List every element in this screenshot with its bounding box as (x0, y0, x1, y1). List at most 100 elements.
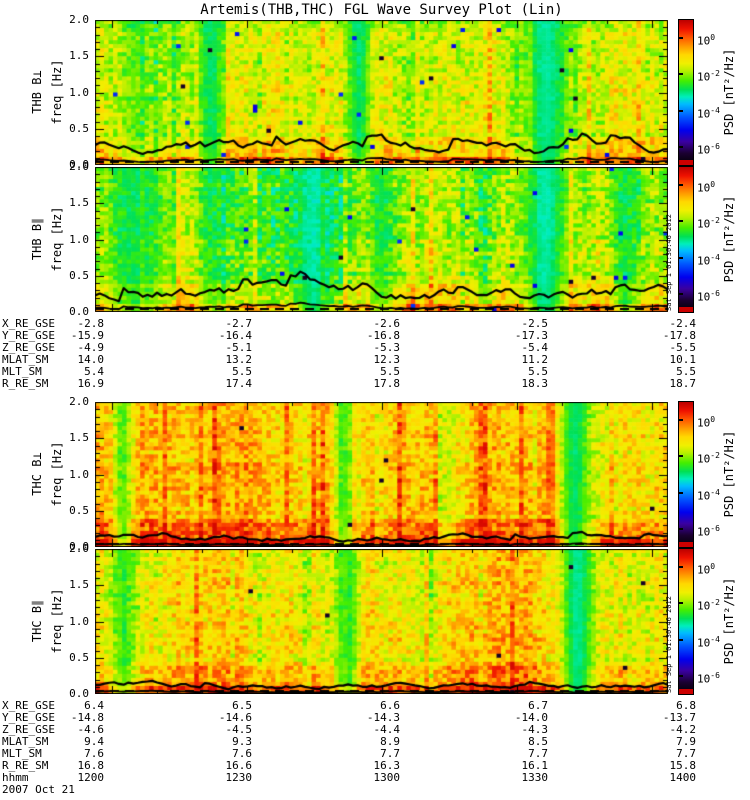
colorbar-tick-label: 10-6 (697, 670, 720, 686)
colorbar-exponent: -4 (710, 252, 720, 262)
annotation-row-label: X_RE_GSE (2, 699, 55, 712)
annotation-value: 1300 (373, 771, 401, 784)
yaxis-tick-label: 0.0 (69, 305, 89, 318)
creation-timestamp-1: Sat Sep 1 01:30:46 2012 (665, 214, 673, 311)
colorbar-tick-label: 10-6 (697, 523, 720, 539)
colorbar-tick (679, 491, 683, 494)
colorbar-tick (679, 256, 683, 259)
colorbar-tick-label: 10-6 (697, 288, 720, 304)
annotation-value: 5.5 (232, 365, 252, 378)
colorbar-tick (679, 638, 683, 641)
yaxis-tick-label: 0.0 (69, 540, 89, 553)
annotation-value: 7.9 (676, 735, 696, 748)
colorbar-tick-label: 10-2 (697, 69, 720, 85)
annotation-value: 8.9 (380, 735, 400, 748)
ephemeris-mid-row: R_RE_SM 16.9 17.4 17.8 18.3 18.7 (0, 378, 750, 390)
colorbar-exponent: -2 (710, 598, 720, 608)
annotation-value: -5.1 (225, 341, 253, 354)
panel-label-thc-bperp: THC B⊥ (30, 452, 44, 496)
colorbar-exponent: -4 (710, 105, 720, 115)
colorbar-tick (679, 184, 683, 187)
annotation-value: 16.1 (521, 759, 549, 772)
colorbar-tick-label: 10-4 (697, 105, 720, 121)
annotation-value: 16.9 (77, 377, 105, 390)
annotation-value: 1230 (225, 771, 253, 784)
yaxis-tick-label: 0.5 (69, 121, 89, 135)
date-label: 2007 Oct 21 (2, 783, 75, 796)
annotation-value: 15.8 (669, 759, 697, 772)
annotation-value: -16.4 (218, 329, 252, 342)
yaxis-tick-label: 2.0 (69, 542, 89, 555)
colorbar-tick (679, 220, 683, 223)
colorbar-label-4: PSD [nT²/Hz] (722, 577, 736, 665)
yaxis-tick-label: 1.5 (69, 196, 89, 210)
ephemeris-mid-row: X_RE_GSE -2.8 -2.7 -2.6 -2.5 -2.4 (0, 318, 750, 330)
annotation-row-label: MLT_SM (2, 365, 42, 378)
annotation-value: 9.4 (84, 735, 104, 748)
annotation-value: -15.9 (70, 329, 104, 342)
spectrogram-panel-thb-bpar (95, 167, 668, 312)
colorbar-exponent: -6 (710, 141, 720, 151)
annotation-row-label: MLAT_SM (2, 735, 49, 748)
annotation-row-label: R_RE_SM (2, 759, 49, 772)
panel-label-thb-bperp: THB B⊥ (30, 70, 44, 114)
annotation-value: -14.8 (70, 711, 104, 724)
annotation-value: 7.7 (676, 747, 696, 760)
yaxis-tick-label: 2.0 (69, 13, 89, 26)
annotation-value: 14.0 (77, 353, 105, 366)
annotation-value: 8.5 (528, 735, 548, 748)
annotation-value: 16.6 (225, 759, 253, 772)
annotation-value: 17.8 (373, 377, 401, 390)
annotation-value: 5.5 (676, 365, 696, 378)
spectrogram-panel-thb-bperp (95, 20, 668, 165)
annotation-value: 10.1 (669, 353, 697, 366)
annotation-value: -2.7 (225, 317, 253, 330)
annotation-value: -17.3 (514, 329, 548, 342)
colorbar-tick (679, 566, 683, 569)
colorbar-tick-label: 10-4 (697, 634, 720, 650)
colorbar-tick (679, 37, 683, 40)
yaxis-tick-label: 0.5 (69, 650, 89, 664)
yaxis-tick-label: 1.0 (69, 614, 89, 628)
annotation-value: -4.6 (77, 723, 105, 736)
psd-colorbar (678, 19, 694, 166)
annotation-value: 18.3 (521, 377, 549, 390)
annotation-value: 12.3 (373, 353, 401, 366)
colorbar-tick-label: 100 (697, 33, 716, 48)
yaxis-tick-label: 1.0 (69, 467, 89, 481)
ephemeris-mid-row: MLAT_SM 14.0 13.2 12.3 11.2 10.1 (0, 354, 750, 366)
annotation-value: 5.4 (84, 365, 104, 378)
ephemeris-bot-row: Z_RE_GSE -4.6 -4.5 -4.4 -4.3 -4.2 (0, 724, 750, 736)
colorbar-tick (679, 602, 683, 605)
yaxis-tick-label: 1.5 (69, 431, 89, 445)
colorbar-tick (679, 527, 683, 530)
annotation-row-label: Y_RE_GSE (2, 711, 55, 724)
annotation-value: -2.8 (77, 317, 105, 330)
annotation-value: -5.4 (521, 341, 549, 354)
annotation-row-label: Y_RE_GSE (2, 329, 55, 342)
annotation-row-label: R_RE_SM (2, 377, 49, 390)
annotation-value: 5.5 (528, 365, 548, 378)
colorbar-tick (679, 674, 683, 677)
ephemeris-mid-row: Y_RE_GSE -15.9 -16.4 -16.8 -17.3 -17.8 (0, 330, 750, 342)
colorbar-exponent: -2 (710, 451, 720, 461)
annotation-value: 9.3 (232, 735, 252, 748)
annotation-row-label: MLT_SM (2, 747, 42, 760)
ephemeris-bot-row: MLAT_SM 9.4 9.3 8.9 8.5 7.9 (0, 736, 750, 748)
annotation-value: -4.9 (77, 341, 105, 354)
colorbar-tick (679, 73, 683, 76)
colorbar-tick-label: 100 (697, 180, 716, 195)
colorbar-tick (679, 419, 683, 422)
annotation-value: 6.5 (232, 699, 252, 712)
colorbar-exponent: 0 (710, 33, 716, 43)
colorbar-tick-label: 10-2 (697, 451, 720, 467)
annotation-row-label: hhmm (2, 771, 29, 784)
colorbar-tick-label: 10-4 (697, 252, 720, 268)
annotation-value: -4.2 (669, 723, 697, 736)
colorbar-offscale-block (679, 307, 693, 312)
colorbar-exponent: -4 (710, 487, 720, 497)
annotation-value: -14.3 (366, 711, 400, 724)
annotation-value: 1200 (77, 771, 105, 784)
colorbar-exponent: 0 (710, 562, 716, 572)
annotation-value: -16.8 (366, 329, 400, 342)
